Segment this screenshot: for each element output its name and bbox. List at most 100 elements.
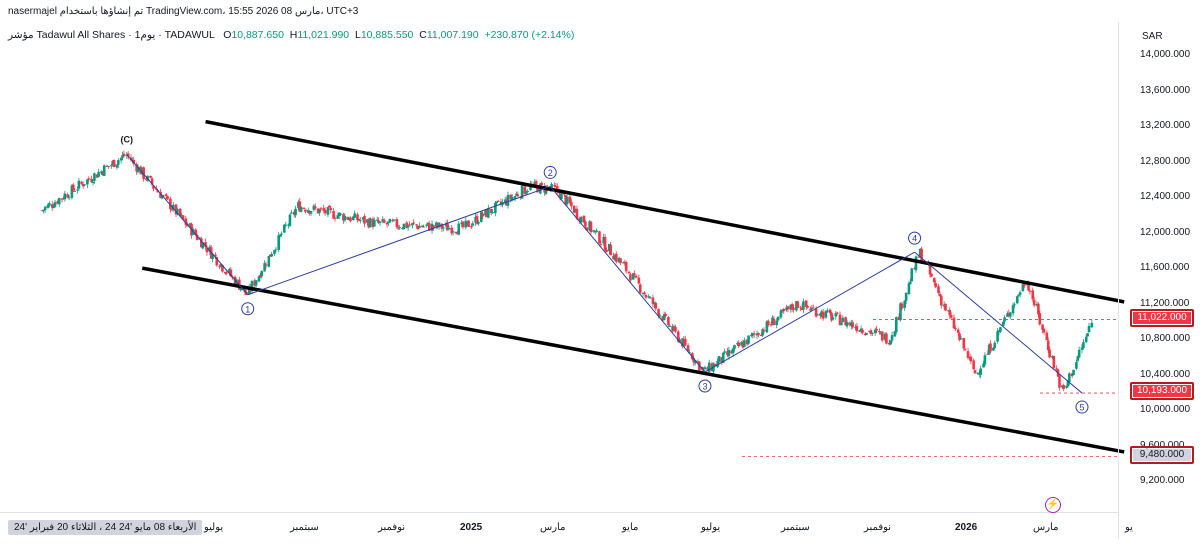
candle-body (997, 330, 1001, 333)
candle-body (426, 222, 430, 225)
candle-body (1008, 312, 1012, 317)
symbol-name[interactable]: مؤشر Tadawul All Shares · 1يوم · TADAWUL (8, 29, 215, 41)
candle-body (347, 218, 351, 221)
candle-body (457, 223, 461, 235)
candle-body (62, 198, 65, 200)
candle-body (178, 208, 182, 216)
candle-body (993, 342, 997, 348)
candle-body (87, 178, 91, 180)
candle-body (93, 173, 96, 181)
candle-body (201, 242, 205, 249)
candle-body (536, 185, 539, 193)
candle-body (253, 280, 257, 286)
symbol-ohlc-line: مؤشر Tadawul All Shares · 1يوم · TADAWUL… (8, 29, 574, 41)
candle-body (513, 196, 517, 199)
candle-body (180, 214, 183, 216)
candle-body (560, 192, 563, 200)
candle-body (1072, 369, 1075, 375)
candle-body (584, 221, 587, 227)
candle-body (937, 286, 940, 293)
candle-body (686, 345, 690, 352)
candle-body (377, 220, 380, 224)
candle-body (214, 254, 217, 257)
candle-body (329, 208, 333, 211)
candle-body (986, 353, 990, 355)
last-price-value: 11,022.000 (1133, 312, 1191, 324)
candle-body (795, 301, 798, 311)
candle-body (588, 221, 591, 231)
target-price-value: 9,480.000 (1133, 449, 1191, 461)
candle-body (283, 224, 286, 233)
candle-body (373, 220, 376, 227)
candle-body (1062, 385, 1065, 389)
candle-body (688, 352, 691, 354)
candle-body (651, 297, 655, 304)
candle-body (830, 312, 833, 321)
candle-body (619, 258, 622, 263)
candle-body (136, 166, 140, 173)
candle-body (693, 360, 697, 364)
candle-body (287, 224, 290, 226)
candle-body (875, 328, 878, 331)
candle-body (1055, 368, 1058, 370)
candle-body (720, 357, 724, 363)
candle-body (1052, 355, 1056, 369)
candle-body (671, 326, 674, 332)
candle-body (996, 331, 999, 342)
candle-body (644, 294, 648, 298)
candle-body (1087, 325, 1091, 332)
candle-body (572, 205, 576, 213)
candle-body (612, 255, 615, 260)
lightning-icon[interactable]: ⚡ (1045, 497, 1061, 513)
candle-body (243, 286, 247, 293)
candle-body (786, 306, 790, 310)
candle-body (181, 215, 185, 220)
candle-body (395, 219, 399, 228)
candle-body (723, 351, 726, 353)
wave-label-circle (698, 379, 712, 393)
candle-body (270, 254, 273, 257)
candle-body (1065, 385, 1068, 388)
candle-body (250, 281, 254, 292)
last-price-label: 11,022.000 (1130, 309, 1194, 327)
candle-body (831, 317, 835, 320)
candle-body (861, 329, 864, 333)
time-axis-separator (0, 512, 1118, 513)
candle-body (526, 190, 530, 192)
candle-body (1070, 373, 1074, 376)
candle-body (229, 269, 233, 277)
candle-body (540, 182, 544, 185)
price-tick-label: 14,000.000 (1140, 49, 1191, 60)
candle-body (375, 219, 379, 221)
candle-body (194, 229, 197, 236)
candle-body (841, 317, 845, 322)
candle-body (456, 233, 459, 235)
candle-body (107, 166, 110, 168)
candle-body (319, 208, 323, 210)
candle-body (1006, 313, 1009, 317)
candle-body (889, 340, 892, 345)
candle-body (1041, 324, 1044, 331)
candle-body (277, 235, 280, 250)
candle-body (515, 193, 518, 196)
candle-body (698, 361, 701, 371)
candle-body (481, 213, 484, 217)
candle-body (292, 211, 296, 215)
candle-body (710, 363, 714, 371)
candle-body (629, 274, 632, 281)
candle-body (558, 190, 562, 199)
candle-body (799, 307, 802, 309)
low-value: 10,885.550 (360, 29, 414, 41)
candle-body (52, 206, 55, 208)
candle-body (544, 186, 548, 194)
candle-body (524, 192, 528, 194)
candle-body (553, 185, 556, 187)
candle-body (366, 219, 369, 223)
price-tick-label: 9,200.000 (1140, 475, 1185, 487)
price-axis-separator (1118, 22, 1119, 540)
candle-body (494, 202, 497, 214)
candle-body (706, 367, 710, 371)
candle-body (643, 292, 646, 294)
time-tick-label: 2026 (955, 522, 978, 533)
